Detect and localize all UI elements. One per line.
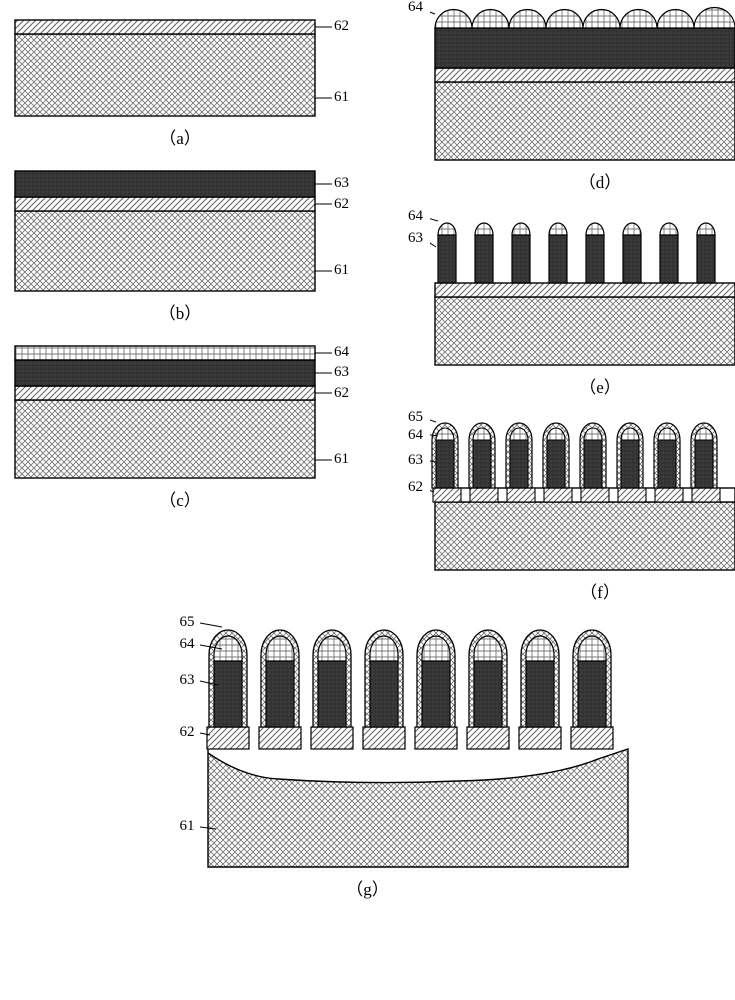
panel-a: 62 61 [10, 10, 350, 120]
panel-d: 64 62 61 [430, 4, 735, 164]
panel-g-svg [88, 621, 648, 871]
label-g-64: 64 [180, 637, 195, 652]
panel-e: 64 63 62 61 [430, 211, 735, 369]
caption-f: （f） [430, 578, 735, 603]
label-a-61: 61 [334, 90, 349, 105]
label-c-63: 63 [334, 365, 349, 380]
label-a-62: 62 [334, 19, 349, 34]
panel-f-svg [430, 416, 735, 574]
label-e-63: 63 [408, 231, 423, 246]
figure-page: 62 61 （a） [10, 10, 725, 900]
label-f-62: 62 [408, 480, 423, 495]
label-g-63: 63 [180, 673, 195, 688]
panel-f: 65 64 63 62 61 [430, 416, 735, 574]
label-b-62: 62 [334, 197, 349, 212]
label-g-62: 62 [180, 725, 195, 740]
panel-b-svg [10, 167, 350, 295]
label-g-61: 61 [180, 819, 195, 834]
label-b-63: 63 [334, 176, 349, 191]
caption-d: （d） [430, 168, 735, 193]
panel-c: 64 63 62 61 [10, 342, 350, 482]
panel-d-svg [430, 4, 735, 164]
label-g-65: 65 [180, 615, 195, 630]
label-c-62: 62 [334, 386, 349, 401]
label-d-64: 64 [408, 0, 423, 15]
label-c-61: 61 [334, 452, 349, 467]
panel-c-svg [10, 342, 350, 482]
caption-e: （e） [430, 373, 735, 398]
row-1: 62 61 （a） [10, 10, 725, 621]
panel-b: 63 62 61 [10, 167, 350, 295]
caption-g: （g） [88, 875, 648, 900]
caption-a: （a） [10, 124, 350, 149]
label-b-61: 61 [334, 263, 349, 278]
label-f-64: 64 [408, 428, 423, 443]
panel-g: 65 64 63 62 61 [88, 621, 648, 871]
label-e-64: 64 [408, 209, 423, 224]
label-c-64: 64 [334, 345, 349, 360]
label-f-65: 65 [408, 410, 423, 425]
caption-b: （b） [10, 299, 350, 324]
caption-c: （c） [10, 486, 350, 511]
panel-e-svg [430, 211, 735, 369]
label-f-63: 63 [408, 453, 423, 468]
panel-a-svg [10, 10, 350, 120]
